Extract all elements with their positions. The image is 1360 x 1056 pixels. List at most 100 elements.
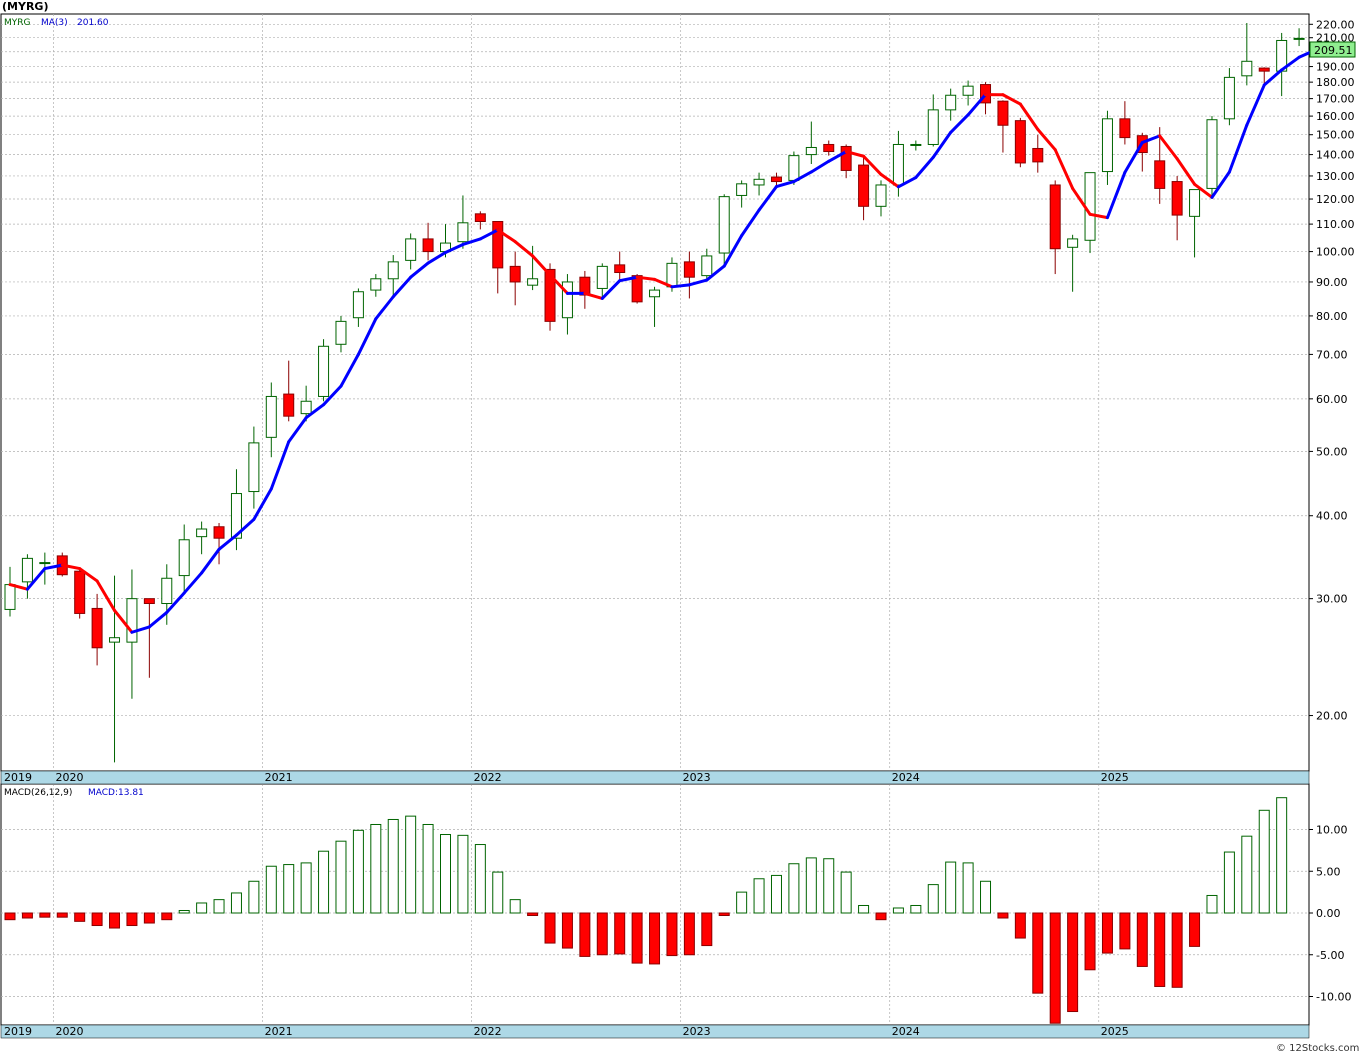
candle-body [474, 213, 486, 223]
price-y-tick-label: 20.00 [1316, 710, 1348, 723]
ma3-segment [461, 237, 482, 246]
price-y-tick-label: 50.00 [1316, 445, 1348, 458]
ma3-segment [391, 275, 413, 299]
candle-body [527, 278, 539, 286]
ma3-segment [60, 563, 82, 571]
candle-body [1067, 238, 1079, 248]
candle-body [579, 276, 591, 296]
price-panel-frame [0, 13, 1310, 772]
candle-body [753, 178, 765, 186]
ma3-segment [722, 234, 744, 268]
macd-bar [405, 815, 417, 914]
price-y-tick-label: 120.00 [1316, 193, 1355, 206]
ma3-segment [1071, 186, 1092, 216]
ma3-segment [705, 264, 726, 282]
macd-bar [4, 912, 16, 921]
chart-gridlines [1, 14, 1309, 1025]
macd-bar [230, 892, 242, 914]
candle-body [1189, 189, 1201, 217]
candle-body [1223, 76, 1235, 120]
price-y-tick-label: 70.00 [1316, 348, 1348, 361]
ma3-segment [8, 583, 29, 591]
ma3-segment [147, 610, 169, 629]
x-axis-year-label: 2022 [474, 771, 502, 784]
macd-bar [1171, 912, 1183, 988]
ma3-segment [496, 228, 517, 244]
candle-body [962, 85, 974, 96]
macd-bar [91, 912, 103, 927]
price-y-tick-label: 190.00 [1316, 61, 1355, 74]
candle-body [318, 345, 330, 397]
macd-bar [962, 862, 974, 914]
ma3-segment [1280, 55, 1301, 72]
candle-body [509, 265, 521, 283]
ma3-segment [531, 254, 552, 277]
ma3-segment [444, 242, 465, 254]
ma3-segment [618, 275, 639, 283]
ma3-segment [687, 278, 709, 287]
macd-x-axis-year-label: 2025 [1101, 1025, 1129, 1038]
macd-bar [161, 912, 173, 921]
x-axis-year-label: 2019 [4, 771, 32, 784]
ma3-segment [1053, 148, 1075, 190]
price-y-tick-label: 110.00 [1316, 218, 1355, 231]
last-price-badge [1309, 41, 1356, 58]
macd-bar [544, 912, 556, 944]
candle-body [805, 146, 817, 156]
macd-bar [492, 871, 504, 914]
macd-bar [683, 912, 695, 956]
ma3-segment [879, 172, 900, 189]
candle-body [858, 164, 870, 207]
candle-body [230, 493, 242, 539]
macd-bar [666, 912, 678, 957]
candle-body [788, 155, 800, 181]
price-y-tick-label: 100.00 [1316, 246, 1355, 259]
candle-body [544, 268, 556, 322]
macd-legend-value: MACD:13.81 [88, 788, 144, 798]
chart-title: (MYRG) [2, 0, 49, 13]
ma3-segment [600, 279, 622, 300]
price-x-axis-band [0, 770, 1310, 785]
price-y-tick-label: 40.00 [1316, 510, 1348, 523]
candle-body [1014, 120, 1026, 164]
candle-body [265, 395, 277, 438]
ma3-segment [130, 625, 151, 634]
macd-bar [422, 823, 434, 914]
ma3-segment [653, 277, 674, 289]
candle-body [422, 238, 434, 253]
ma3-segment [1088, 212, 1109, 220]
ma3-segment [478, 228, 500, 241]
candle-body [596, 265, 608, 289]
macd-bar [370, 823, 382, 914]
macd-x-axis-band [0, 1024, 1310, 1039]
ma3-segment [896, 176, 918, 189]
ma3-segment [95, 579, 117, 612]
candle-body [126, 598, 138, 643]
candle-body [196, 528, 208, 538]
macd-bar [143, 912, 155, 924]
candle-body [770, 176, 782, 183]
macd-x-axis-year-label: 2021 [265, 1025, 293, 1038]
ma3-segment [1175, 157, 1197, 186]
ma3-segment [774, 180, 796, 189]
x-axis-year-label: 2020 [56, 771, 84, 784]
ma3-segment [1245, 83, 1266, 127]
macd-bar [927, 884, 939, 914]
macd-bar [474, 844, 486, 914]
macd-bar [858, 904, 870, 914]
price-y-tick-label: 60.00 [1316, 393, 1348, 406]
candle-body [840, 145, 852, 171]
macd-bar [1276, 797, 1288, 914]
macd-histogram [4, 797, 1288, 1024]
macd-y-tick-label: 0.00 [1316, 907, 1341, 920]
ma3-segment [1210, 170, 1231, 199]
candle-body [875, 184, 887, 207]
candle-body [701, 255, 713, 277]
ma3-segment [1158, 134, 1179, 161]
macd-bar [875, 912, 887, 921]
macd-x-axis-year-label: 2023 [683, 1025, 711, 1038]
price-y-tick-label: 90.00 [1316, 276, 1348, 289]
macd-y-tick-label: -5.00 [1316, 949, 1344, 962]
ma3-segment [78, 567, 99, 583]
